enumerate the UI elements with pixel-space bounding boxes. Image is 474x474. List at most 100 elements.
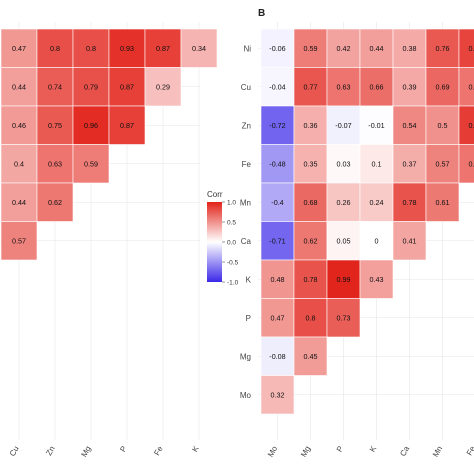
cell-value-label: 0.79 bbox=[84, 82, 98, 91]
heatmap-cell bbox=[72, 67, 110, 107]
heatmap-cell bbox=[326, 28, 361, 68]
x-tick-label: Mn bbox=[431, 445, 444, 459]
x-tick-label: P bbox=[118, 445, 128, 454]
cell-value-label: 0.44 bbox=[12, 198, 26, 207]
heatmap-cell bbox=[260, 67, 295, 107]
x-tick-label: Mo bbox=[266, 444, 280, 459]
heatmap-cell bbox=[0, 105, 38, 145]
heatmap-cell bbox=[458, 144, 474, 184]
heatmap-cell bbox=[144, 67, 182, 107]
heatmap-cell bbox=[0, 221, 38, 261]
cell-value-label: 0.39 bbox=[403, 82, 417, 91]
heatmap-cell bbox=[36, 182, 74, 222]
x-tick-label: Mg bbox=[299, 445, 312, 459]
legend-tick-label: 1.0 bbox=[227, 200, 236, 207]
cell-value-label: 0.63 bbox=[48, 159, 62, 168]
heatmap-cell bbox=[0, 28, 38, 68]
x-tick-label: K bbox=[368, 444, 379, 454]
heatmap-cell bbox=[326, 298, 361, 338]
legend-title: Corr bbox=[207, 190, 223, 199]
x-tick-label: Cu bbox=[8, 445, 21, 458]
cell-value-label: -0.4 bbox=[271, 198, 283, 207]
heatmap-cell bbox=[425, 28, 460, 68]
cell-value-label: 0.75 bbox=[48, 121, 62, 130]
y-tick-label: Mg bbox=[240, 352, 251, 361]
heatmap-cell bbox=[0, 67, 38, 107]
legend-tick-label: 0.5 bbox=[227, 220, 236, 227]
cell-value-label: -0.07 bbox=[335, 121, 351, 130]
heatmap-cell bbox=[293, 105, 328, 145]
cell-value-label: 0.4 bbox=[14, 159, 24, 168]
cell-value-label: -0.08 bbox=[269, 352, 285, 361]
x-tick-label: Zn bbox=[44, 445, 56, 458]
cell-value-label: 0.8 bbox=[50, 44, 60, 53]
cell-value-label: 0.47 bbox=[12, 44, 26, 53]
cell-value-label: -0.72 bbox=[269, 121, 285, 130]
cell-value-label: 0.03 bbox=[337, 159, 351, 168]
heatmap-cell bbox=[293, 144, 328, 184]
legend-tick-label: -0.5 bbox=[227, 260, 239, 267]
heatmap-cell bbox=[260, 221, 295, 261]
heatmap-cell bbox=[0, 144, 38, 184]
cell-value-label: 0.44 bbox=[370, 44, 384, 53]
heatmap-cell bbox=[359, 259, 394, 299]
cell-value-label: 0.61 bbox=[436, 198, 450, 207]
cell-value-label: 0.87 bbox=[120, 121, 134, 130]
cell-value-label: 0.62 bbox=[48, 198, 62, 207]
heatmap-cell bbox=[326, 105, 361, 145]
cell-value-label: 0.74 bbox=[48, 82, 62, 91]
heatmap-cell bbox=[326, 144, 361, 184]
heatmap-cell bbox=[293, 336, 328, 376]
heatmap-cell bbox=[458, 105, 474, 145]
cell-value-label: 0.57 bbox=[436, 159, 450, 168]
heatmap-cell bbox=[293, 182, 328, 222]
cell-value-label: 0.87 bbox=[120, 82, 134, 91]
cell-value-label: 0.68 bbox=[304, 198, 318, 207]
cell-value-label: 0.1 bbox=[372, 159, 382, 168]
cell-value-label: 0.99 bbox=[337, 275, 351, 284]
x-tick-label: Ca bbox=[398, 444, 411, 458]
x-tick-label: K bbox=[190, 444, 201, 454]
heatmap-cell bbox=[458, 67, 474, 107]
heatmap-cell bbox=[326, 259, 361, 299]
heatmap-cell bbox=[359, 144, 394, 184]
cell-value-label: 0.57 bbox=[12, 236, 26, 245]
cell-value-label: 0.73 bbox=[337, 313, 351, 322]
cell-value-label: 0.38 bbox=[403, 44, 417, 53]
heatmap-cell bbox=[260, 375, 295, 415]
cell-value-label: 0.93 bbox=[120, 44, 134, 53]
cell-value-label: 0.45 bbox=[304, 352, 318, 361]
y-tick-label: Fe bbox=[242, 160, 252, 169]
heatmap-cell bbox=[72, 144, 110, 184]
heatmap-cell bbox=[36, 28, 74, 68]
cell-value-label: 0.96 bbox=[84, 121, 98, 130]
color-legend: Corr 1.0 0.5 0.0 -0.5 -1.0 bbox=[207, 190, 239, 287]
heatmap-cell bbox=[108, 105, 146, 145]
cell-value-label: 0.05 bbox=[337, 236, 351, 245]
heatmap-cell bbox=[326, 182, 361, 222]
cell-value-label: 0.26 bbox=[337, 198, 351, 207]
heatmap-cell bbox=[108, 67, 146, 107]
cell-value-label: 0 bbox=[375, 236, 379, 245]
cell-value-label: 0.85 bbox=[469, 44, 474, 53]
legend-tick-label: -1.0 bbox=[227, 280, 239, 287]
cell-value-label: 0.8 bbox=[306, 313, 316, 322]
heatmap-cell bbox=[425, 144, 460, 184]
legend-tick-label: 0.0 bbox=[227, 240, 236, 247]
x-tick-label: Mg bbox=[79, 445, 92, 459]
heatmap-cell bbox=[392, 221, 427, 261]
cell-value-label: 0.78 bbox=[304, 275, 318, 284]
x-tick-label: P bbox=[335, 445, 345, 454]
cell-value-label: 0.47 bbox=[271, 313, 285, 322]
heatmap-cell bbox=[180, 28, 218, 68]
cell-value-label: 0.69 bbox=[436, 82, 450, 91]
panel-b-heatmap: -0.06 0.59 0.42 0.44 0.38 0.76 0.85 Ni -0.04 0.77… bbox=[240, 22, 474, 459]
heatmap-cell bbox=[359, 28, 394, 68]
cell-value-label: 0.66 bbox=[370, 82, 384, 91]
cell-value-label: 0.41 bbox=[403, 236, 417, 245]
cell-value-label: -0.04 bbox=[269, 82, 285, 91]
cell-value-label: 0.5 bbox=[438, 121, 448, 130]
heatmap-cell bbox=[260, 182, 295, 222]
cell-value-label: 0.43 bbox=[370, 275, 384, 284]
